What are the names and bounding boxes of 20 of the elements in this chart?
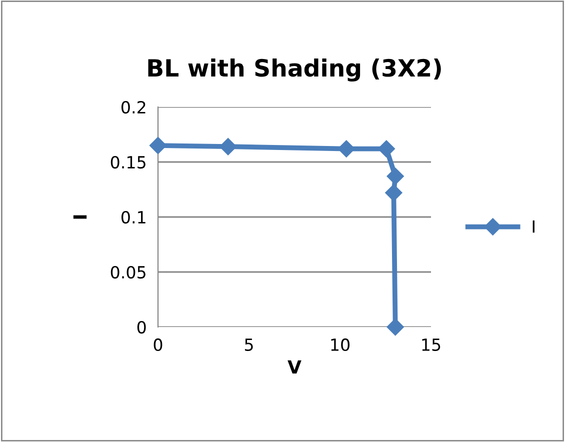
x-tick-label: 10: [331, 338, 350, 352]
y-tick-label: 0.1: [121, 210, 146, 224]
point: [338, 140, 355, 158]
point: [378, 140, 395, 158]
x-axis-title: V: [288, 360, 302, 374]
y-axis-title: I: [73, 215, 87, 219]
x-tick-label: 15: [422, 338, 440, 352]
x-tick-label: 5: [244, 338, 253, 352]
y-tick-label: 0.15: [110, 156, 146, 169]
legend-label: I: [532, 220, 534, 233]
y-tick-label: 0.2: [121, 100, 146, 114]
point: [385, 184, 402, 202]
point: [149, 136, 167, 154]
point: [386, 168, 404, 185]
y-tick-label: 0.05: [110, 266, 146, 279]
point: [220, 138, 237, 156]
y-tick-label: 0: [137, 320, 146, 334]
point: [386, 318, 404, 336]
chart-title: BL with Shading (3X2): [148, 58, 441, 82]
x-tick-label: 0: [154, 338, 162, 352]
